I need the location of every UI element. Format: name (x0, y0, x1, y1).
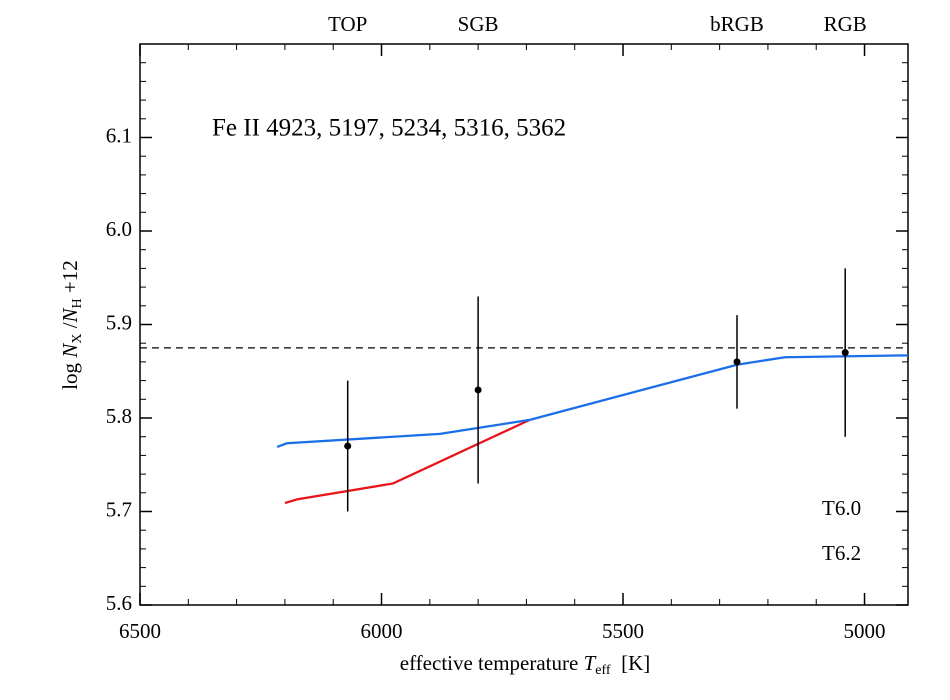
y-tick-label: 6.1 (106, 123, 132, 147)
legend-label: T6.0 (822, 496, 861, 520)
x-label-part: eff (595, 663, 611, 678)
legend-label: T6.2 (822, 541, 861, 565)
y-label-part: log (58, 358, 82, 390)
annotation: Fe II 4923, 5197, 5234, 5316, 5362 (212, 115, 566, 142)
top-label: TOP (328, 12, 367, 36)
series-line (276, 354, 909, 449)
x-label-part: T (584, 651, 597, 675)
y-label-part: / (58, 322, 82, 333)
top-label: RGB (824, 12, 867, 36)
top-label: SGB (458, 12, 499, 36)
y-label-part: X (70, 334, 85, 344)
y-tick-label: 5.6 (106, 591, 132, 615)
y-label-part: N (58, 343, 82, 359)
y-tick-label: 5.9 (106, 310, 132, 334)
y-tick-label: 6.0 (106, 217, 132, 241)
x-tick-label: 6500 (119, 619, 161, 643)
y-label-part: H (70, 298, 85, 308)
data-point (841, 349, 849, 357)
x-tick-label: 6000 (361, 619, 403, 643)
series-line (284, 418, 531, 505)
x-label-part: effective temperature (400, 651, 584, 675)
x-axis-label: effective temperature Teff [K] (400, 651, 650, 678)
y-tick-label: 5.7 (106, 497, 132, 521)
y-axis-label: log NX /NH +12 (58, 260, 85, 390)
y-label-part: +12 (58, 260, 82, 298)
x-tick-label: 5500 (602, 619, 644, 643)
x-tick-label: 5000 (844, 619, 886, 643)
x-label-part: [K] (611, 651, 651, 675)
data-point (344, 442, 352, 450)
data-point (733, 358, 741, 366)
y-label-part: N (58, 307, 82, 323)
y-tick-label: 5.8 (106, 404, 132, 428)
top-label: bRGB (710, 12, 764, 36)
data-point (474, 386, 482, 394)
